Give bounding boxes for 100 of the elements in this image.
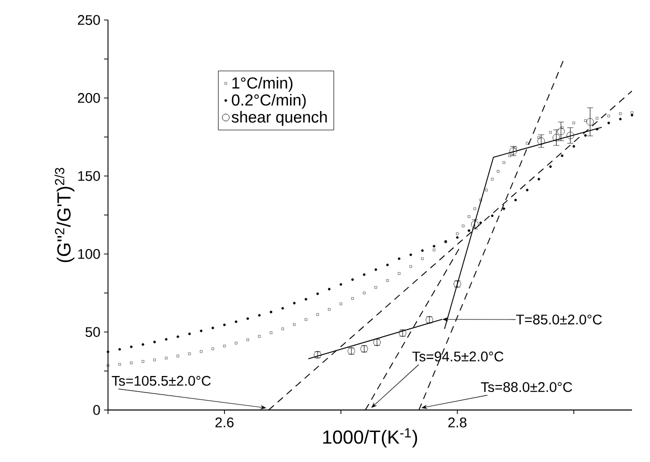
annotation: T=85.0±2.0°C [516, 314, 602, 324]
point [234, 342, 238, 344]
point [584, 119, 587, 122]
point [188, 352, 191, 356]
point [386, 264, 389, 266]
y-tick-label: 250 [78, 15, 100, 25]
point [258, 314, 261, 317]
point [374, 286, 378, 289]
point [538, 136, 540, 139]
point [258, 335, 261, 338]
point [212, 348, 214, 350]
point [432, 248, 436, 252]
point [398, 257, 400, 260]
point [557, 128, 565, 136]
point [596, 128, 598, 130]
point [502, 161, 506, 164]
point [200, 350, 202, 353]
point [153, 340, 156, 344]
point [362, 273, 366, 276]
point [153, 358, 156, 362]
point [630, 111, 634, 114]
point [130, 362, 133, 364]
x-axis-title: 1000/T(K$^{-1}$) [323, 428, 418, 448]
point [142, 360, 144, 363]
point [362, 292, 366, 294]
point [552, 134, 560, 142]
point [468, 215, 470, 218]
point [246, 317, 250, 320]
point [462, 224, 464, 228]
point [176, 354, 180, 358]
point [293, 302, 296, 304]
annotation: Ts=105.5±2.0°C [112, 376, 211, 386]
point [607, 122, 610, 124]
point [374, 268, 378, 271]
point [130, 346, 133, 348]
point [164, 356, 168, 360]
point [596, 117, 598, 120]
point [490, 214, 494, 218]
point [270, 310, 272, 314]
point [200, 330, 202, 332]
point [479, 198, 482, 202]
point [142, 343, 144, 346]
point [619, 118, 622, 120]
point [398, 272, 400, 275]
point [340, 302, 342, 306]
point [246, 338, 249, 342]
point [212, 326, 214, 330]
legend-label: 0.2°C/min) [232, 94, 306, 109]
point [432, 244, 436, 248]
point [281, 328, 284, 330]
point [526, 142, 528, 144]
point [293, 323, 296, 326]
point [619, 112, 622, 115]
point [421, 257, 424, 260]
point [496, 170, 500, 173]
point [485, 188, 488, 192]
point [316, 313, 319, 316]
point [538, 178, 540, 180]
point [514, 198, 517, 202]
point [340, 283, 342, 286]
point [586, 118, 594, 126]
point [351, 278, 354, 281]
annotation: Ts=94.5±2.0°C [412, 352, 504, 362]
point [474, 208, 476, 210]
point [410, 265, 412, 268]
point [409, 253, 412, 256]
point [566, 132, 574, 140]
point [223, 344, 226, 348]
point [421, 249, 424, 252]
point [106, 350, 110, 354]
annotation: Ts=88.0±2.0°C [480, 382, 572, 392]
point [479, 222, 482, 224]
point [560, 154, 564, 158]
point [584, 134, 587, 137]
point [572, 145, 576, 148]
point [456, 236, 459, 239]
point [572, 122, 576, 124]
point [304, 298, 308, 301]
point [502, 207, 506, 210]
point [468, 229, 470, 232]
y-tick-label: 150 [78, 171, 100, 181]
point [118, 363, 121, 366]
point [386, 279, 389, 282]
point [549, 165, 552, 168]
point [316, 292, 319, 296]
point [328, 288, 331, 290]
point [223, 324, 226, 326]
point [234, 320, 238, 323]
point [270, 332, 272, 334]
y-tick-label: 0 [93, 405, 100, 415]
legend-label: shear quench [232, 110, 327, 126]
point [607, 114, 610, 118]
point [537, 137, 545, 145]
point [630, 114, 634, 116]
point [549, 131, 552, 134]
point [304, 318, 308, 321]
point [164, 338, 168, 341]
point [176, 335, 180, 338]
y-axis-title: (G''$^{2}$/G'T)$^{2/3}$ [54, 168, 74, 262]
x-tick-label: 2.8 [448, 417, 466, 428]
